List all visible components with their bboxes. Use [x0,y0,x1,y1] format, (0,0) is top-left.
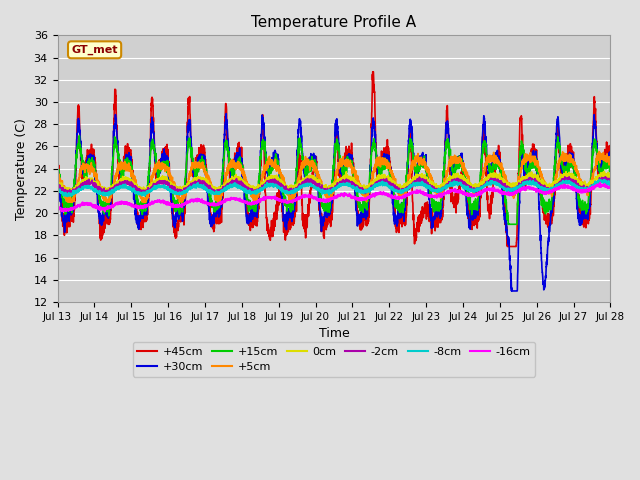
+30cm [607,158,614,164]
Line: +15cm: +15cm [58,136,611,224]
+45cm [54,146,61,152]
+45cm [208,213,216,218]
+30cm [508,288,515,294]
+15cm [398,201,406,207]
+15cm [607,165,614,171]
-16cm [596,180,604,185]
0cm [607,173,614,179]
+30cm [208,223,216,228]
+15cm [388,181,396,187]
+45cm [504,244,511,250]
-16cm [398,195,406,201]
Legend: +45cm, +30cm, +15cm, +5cm, 0cm, -2cm, -8cm, -16cm: +45cm, +30cm, +15cm, +5cm, 0cm, -2cm, -8… [132,342,536,376]
-8cm [607,181,614,187]
-8cm [596,177,604,182]
+5cm [208,183,216,189]
-2cm [208,188,216,194]
-2cm [607,180,614,185]
-2cm [54,183,61,189]
Line: +5cm: +5cm [58,152,611,202]
-16cm [388,193,396,199]
0cm [172,183,180,189]
+15cm [172,208,180,214]
+30cm [554,117,562,122]
-8cm [554,184,562,190]
-16cm [54,206,61,212]
+15cm [607,164,614,170]
+45cm [554,129,562,134]
+15cm [208,204,216,210]
Title: Temperature Profile A: Temperature Profile A [252,15,417,30]
-2cm [565,174,573,180]
0cm [388,181,396,187]
+5cm [607,159,614,165]
+15cm [554,136,562,142]
+5cm [607,158,614,164]
-2cm [66,192,74,198]
+30cm [222,111,230,117]
+5cm [172,187,180,193]
-8cm [398,190,406,196]
+15cm [54,164,61,169]
+30cm [398,200,406,205]
0cm [66,191,74,197]
Y-axis label: Temperature (C): Temperature (C) [15,118,28,220]
Line: -8cm: -8cm [58,180,611,196]
-2cm [172,187,180,193]
-8cm [607,180,614,186]
+45cm [172,230,180,236]
Text: GT_met: GT_met [71,45,118,55]
Line: -2cm: -2cm [58,177,611,195]
-16cm [607,183,614,189]
-8cm [208,191,216,196]
+30cm [54,156,61,162]
-16cm [208,202,216,208]
-2cm [607,179,614,185]
+45cm [388,184,396,190]
-2cm [388,183,396,189]
-8cm [388,186,396,192]
+5cm [54,171,61,177]
0cm [54,180,61,186]
0cm [607,174,614,180]
X-axis label: Time: Time [319,327,349,340]
-8cm [64,193,72,199]
+5cm [388,168,396,173]
-16cm [101,209,109,215]
-8cm [172,189,180,195]
+5cm [595,149,603,155]
Line: +30cm: +30cm [58,114,611,291]
-16cm [172,203,180,209]
+45cm [607,149,614,155]
Line: 0cm: 0cm [58,171,611,194]
+30cm [607,155,614,161]
+30cm [172,216,180,222]
Line: -16cm: -16cm [58,182,611,212]
+45cm [398,207,406,213]
+15cm [504,221,512,227]
+45cm [369,69,377,75]
+15cm [76,133,83,139]
-2cm [398,189,406,194]
0cm [208,184,216,190]
-8cm [54,187,61,193]
-16cm [554,185,562,191]
+5cm [64,199,72,205]
+45cm [607,151,614,156]
0cm [398,185,406,191]
-2cm [554,180,562,186]
+30cm [388,192,396,198]
0cm [554,178,562,184]
+5cm [554,168,562,173]
+5cm [398,191,406,197]
Line: +45cm: +45cm [58,72,611,247]
0cm [600,168,608,174]
-16cm [607,185,614,191]
